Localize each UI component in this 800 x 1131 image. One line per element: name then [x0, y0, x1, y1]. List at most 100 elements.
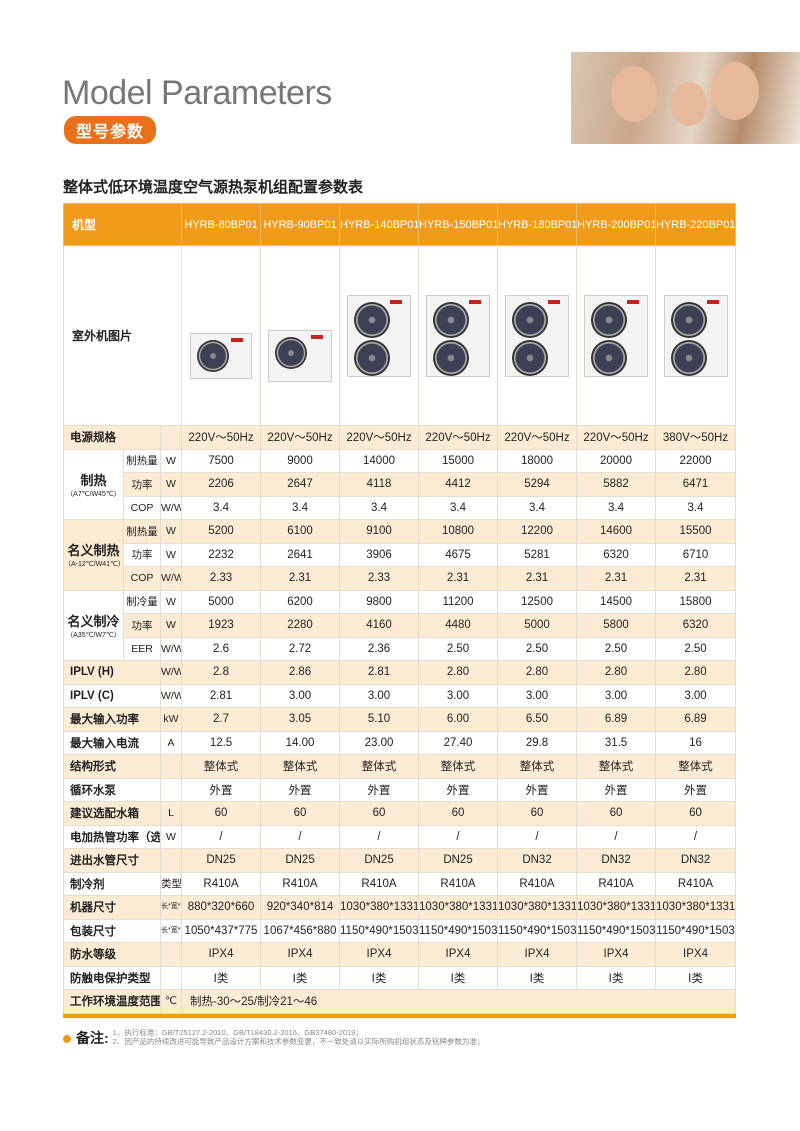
- row-label: IPLV (C): [63, 683, 161, 708]
- model-name: HYRB-140BP01: [339, 203, 420, 246]
- outdoor-unit-image: [426, 294, 491, 377]
- cell-value: 1030*380*1331: [339, 895, 420, 920]
- cell-value: 1030*380*1331: [497, 895, 578, 920]
- cell-value: 2.80: [576, 660, 657, 685]
- cell-value: 1150*490*1503: [418, 918, 499, 943]
- model-label: 机型: [62, 203, 183, 246]
- cell-value: 12.5: [181, 730, 262, 755]
- unit: W: [159, 824, 183, 849]
- unit: A: [159, 730, 183, 755]
- sub-label: 功率: [123, 472, 161, 497]
- unit: [159, 425, 183, 450]
- table-row: 防触电保护类型 I类 I类 I类 I类 I类 I类 I类: [63, 965, 737, 990]
- cell-value: 3.4: [339, 495, 420, 520]
- cell-value: 2.31: [418, 566, 499, 591]
- footer-bar: [63, 1014, 736, 1018]
- cell-value: 3.00: [655, 683, 737, 708]
- sub-label: COP: [123, 566, 161, 591]
- cell-value: 9100: [339, 519, 420, 544]
- sub-label: 制热量: [123, 448, 161, 473]
- table-row: 功率 W 2232 2641 3906 4675 5281 6320 6710: [64, 542, 737, 567]
- unit: W: [159, 589, 183, 614]
- unit: W/W: [159, 566, 183, 591]
- cell-value: 2.50: [418, 636, 499, 661]
- cell-value: 4480: [418, 613, 499, 638]
- cell-value: IPX4: [339, 942, 420, 967]
- unit: W/W: [159, 495, 183, 520]
- row-label: 电加热管功率（选配）: [63, 824, 161, 849]
- model-name: HYRB-200BP01: [576, 203, 657, 246]
- unit: W: [159, 472, 183, 497]
- cell-value: 6471: [655, 472, 737, 497]
- cell-value: 3.05: [260, 707, 341, 732]
- cell-value: 9800: [339, 589, 420, 614]
- cell-value: IPX4: [260, 942, 341, 967]
- unit: kW: [159, 707, 183, 732]
- cell-value: 外置: [655, 777, 737, 802]
- cell-value: DN32: [576, 848, 657, 873]
- cell-value: 1923: [181, 613, 262, 638]
- cell-value: IPX4: [181, 942, 262, 967]
- sub-label: 功率: [123, 542, 161, 567]
- cell-value: 31.5: [576, 730, 657, 755]
- row-label: 包装尺寸: [63, 918, 161, 943]
- cell-value: I类: [339, 965, 420, 990]
- unit-image-cell: [497, 245, 578, 426]
- row-label: 防触电保护类型: [63, 965, 161, 990]
- cell-value: 2.50: [655, 636, 737, 661]
- cell-value: 3.4: [181, 495, 262, 520]
- group-name: 名义制热: [67, 543, 120, 559]
- model-name: HYRB-220BP01-3: [655, 203, 737, 246]
- cell-value: 2.86: [260, 660, 341, 685]
- cell-value: 5800: [576, 613, 657, 638]
- cell-value: 14600: [576, 519, 657, 544]
- cell-value: 6710: [655, 542, 737, 567]
- cell-value: 2.33: [181, 566, 262, 591]
- model-name: HYRB-180BP01: [497, 203, 578, 246]
- group-label: 制热 （A7℃/W45℃）: [63, 448, 124, 520]
- table-row: 结构形式 整体式 整体式 整体式 整体式 整体式 整体式 整体式: [63, 754, 737, 779]
- table-row: 工作环境温度范围 ℃ 制热-30～25/制冷21～46: [63, 989, 737, 1014]
- cell-value: R410A: [418, 871, 499, 896]
- table-row: 建议选配水箱 L 60 60 60 60 60 60 60: [63, 801, 737, 826]
- cell-value: 2.8: [181, 660, 262, 685]
- cell-value: 2280: [260, 613, 341, 638]
- cell-value: 880*320*660: [181, 895, 262, 920]
- page-title: Model Parameters: [62, 74, 332, 112]
- cell-value: 5294: [497, 472, 578, 497]
- cell-value: 1150*490*1503: [576, 918, 657, 943]
- table-row: 电源规格 220V～50Hz 220V～50Hz 220V～50Hz 220V～50Hz…: [63, 425, 737, 450]
- outdoor-unit-image: [268, 329, 333, 382]
- row-label: 工作环境温度范围: [63, 989, 161, 1014]
- outdoor-unit-image: [347, 294, 412, 377]
- unit: 长*宽*高 mm: [159, 918, 183, 943]
- unit: [159, 848, 183, 873]
- cell-value: 9000: [260, 448, 341, 473]
- cell-value: I类: [497, 965, 578, 990]
- sub-label: EER: [123, 636, 161, 661]
- cell-value: 5000: [181, 589, 262, 614]
- image-label: 室外机图片: [62, 245, 183, 426]
- table-row: 名义制热 （A-12℃/W41℃） 制热量 W 5200 6100 9100 10800 122…: [63, 519, 737, 591]
- cell-value: 2.80: [418, 660, 499, 685]
- cell-value: 外置: [339, 777, 420, 802]
- row-label: 循环水泵: [63, 777, 161, 802]
- cell-value: 2.50: [576, 636, 657, 661]
- cell-value: 29.8: [497, 730, 578, 755]
- table-row: COP W/W 3.4 3.4 3.4 3.4 3.4 3.4 3.4: [64, 495, 737, 520]
- cell-value: 3.4: [260, 495, 341, 520]
- table-row: 循环水泵 外置 外置 外置 外置 外置 外置 外置: [63, 777, 737, 802]
- row-label: 进出水管尺寸: [63, 848, 161, 873]
- unit-image-cell: [576, 245, 657, 426]
- cell-value: 外置: [497, 777, 578, 802]
- cell-value: 2.31: [655, 566, 737, 591]
- cell-value: R410A: [655, 871, 737, 896]
- cell-value: 20000: [576, 448, 657, 473]
- unit: W: [159, 448, 183, 473]
- cell-value: 60: [181, 801, 262, 826]
- outdoor-unit-image: [190, 332, 253, 379]
- cell-value: 整体式: [497, 754, 578, 779]
- cell-value: 2641: [260, 542, 341, 567]
- cell-value: 3.00: [497, 683, 578, 708]
- group-label: 名义制热 （A-12℃/W41℃）: [63, 519, 124, 591]
